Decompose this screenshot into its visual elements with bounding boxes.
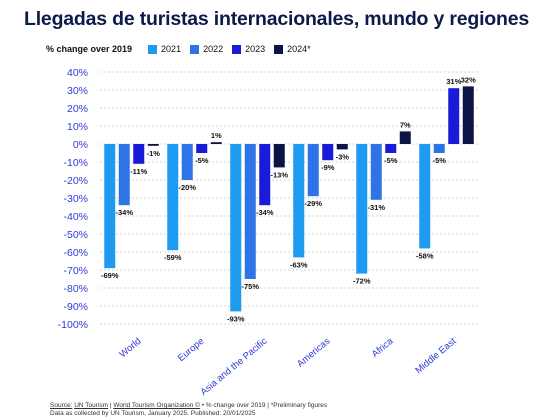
y-tick-label: -80% [63,283,88,295]
bar [147,144,159,146]
legend-item-2024: 2024* [274,44,311,54]
data-label: -5% [433,156,447,165]
legend-item-2022: 2022 [190,44,223,54]
bar [356,144,368,274]
x-tick-label: Americas [295,336,333,370]
y-tick-label: -50% [63,229,88,241]
bar [273,144,285,168]
bar [104,144,116,269]
bar [181,144,193,180]
data-label: -5% [195,156,209,165]
legend-label-2024: 2024* [287,44,311,54]
y-tick-label: -100% [58,319,88,331]
y-tick-label: 30% [67,85,88,97]
y-tick-label: -60% [63,247,88,259]
legend-swatch-2023 [232,44,242,54]
x-tick-label: Africa [370,335,396,359]
bar [167,144,179,251]
data-label: 7% [400,120,411,129]
legend-item-2021: 2021 [148,44,181,54]
footer-source: Source: UN Tourism | World Tourism Organ… [50,402,327,409]
bar [462,86,474,144]
data-label: -72% [353,277,371,286]
legend-swatch-2022 [190,44,200,54]
bar [322,144,334,161]
footer-published: Data as collected by UN Tourism, January… [50,410,256,417]
bar [244,144,256,279]
data-label: -58% [416,251,434,260]
source-note: • % change over 2019 | *Preliminary figu… [201,402,328,409]
x-tick-label: Middle East [413,336,458,377]
data-label: -13% [270,170,288,179]
data-label: 32% [461,75,476,84]
bar [118,144,130,206]
data-label: 31% [446,77,461,86]
bar [210,142,222,144]
bar [196,144,208,153]
y-tick-label: 10% [67,121,88,133]
bar [433,144,445,153]
source-un-tourism-link[interactable]: UN Tourism [74,402,109,409]
y-tick-label: -20% [63,175,88,187]
bar [336,144,348,150]
bar [370,144,382,200]
data-label: -34% [115,208,133,217]
bar [448,88,460,144]
legend-label-2021: 2021 [161,44,182,54]
legend-heading: % change over 2019 [46,44,133,54]
x-tick-label: Europe [176,336,207,364]
data-label: -59% [164,253,182,262]
legend-swatch-2024 [274,44,284,54]
data-labels: -69% -34% -11%-1% -59% -20% -5% 1% -93% -75% -34%… [101,75,476,323]
source-wto-link[interactable]: World Tourism Organization © [113,402,200,409]
data-label: -93% [227,314,245,323]
data-label: -75% [241,282,259,291]
grid-lines [100,71,478,325]
y-tick-label: 20% [67,103,88,115]
y-tick-label: 40% [67,67,88,79]
legend-item-2023: 2023 [232,44,265,54]
data-label: -11% [130,167,147,176]
y-tick-label: -90% [63,301,88,313]
bar [293,144,305,258]
x-tick-label: Asia and the Pacific [198,336,269,398]
data-label: -5% [384,156,398,165]
chart-title: Llegadas de turistas internacionales, mu… [24,8,530,30]
data-label: -9% [321,163,335,172]
x-tick-label: World [117,336,143,360]
legend-label-2023: 2023 [245,44,266,54]
y-tick-label: -30% [63,193,88,205]
y-tick-label: -40% [63,211,88,223]
data-label: -34% [256,208,274,217]
bar [133,144,145,164]
y-tick-label: -10% [63,157,88,169]
legend: % change over 2019 2021 2022 2023 2024* [46,42,320,56]
data-label: -20% [178,183,196,192]
data-label: -31% [367,203,385,212]
data-label: -1% [147,149,161,158]
bar [259,144,271,206]
bar [399,131,411,144]
data-label: -63% [290,260,308,269]
source-label-link[interactable]: Source: [50,402,73,409]
y-tick-label: -70% [63,265,88,277]
bar [307,144,319,197]
bar [230,144,242,312]
bar [419,144,431,249]
y-tick-label: 0% [73,139,88,151]
bars [104,86,474,312]
source-separator: | [109,402,112,409]
y-axis-ticks: 40% 30% 20% 10% 0% -10% -20% -30% -40% -50% -60% -7… [58,67,88,331]
bar [385,144,397,153]
data-label: 1% [211,131,222,140]
legend-swatch-2021 [148,44,158,54]
bar-chart: 40% 30% 20% 10% 0% -10% -20% -30% -40% -50% -60% -7… [58,67,478,398]
data-label: -69% [101,271,119,280]
data-label: -29% [304,199,322,208]
legend-label-2022: 2022 [203,44,224,54]
data-label: -3% [336,152,350,161]
